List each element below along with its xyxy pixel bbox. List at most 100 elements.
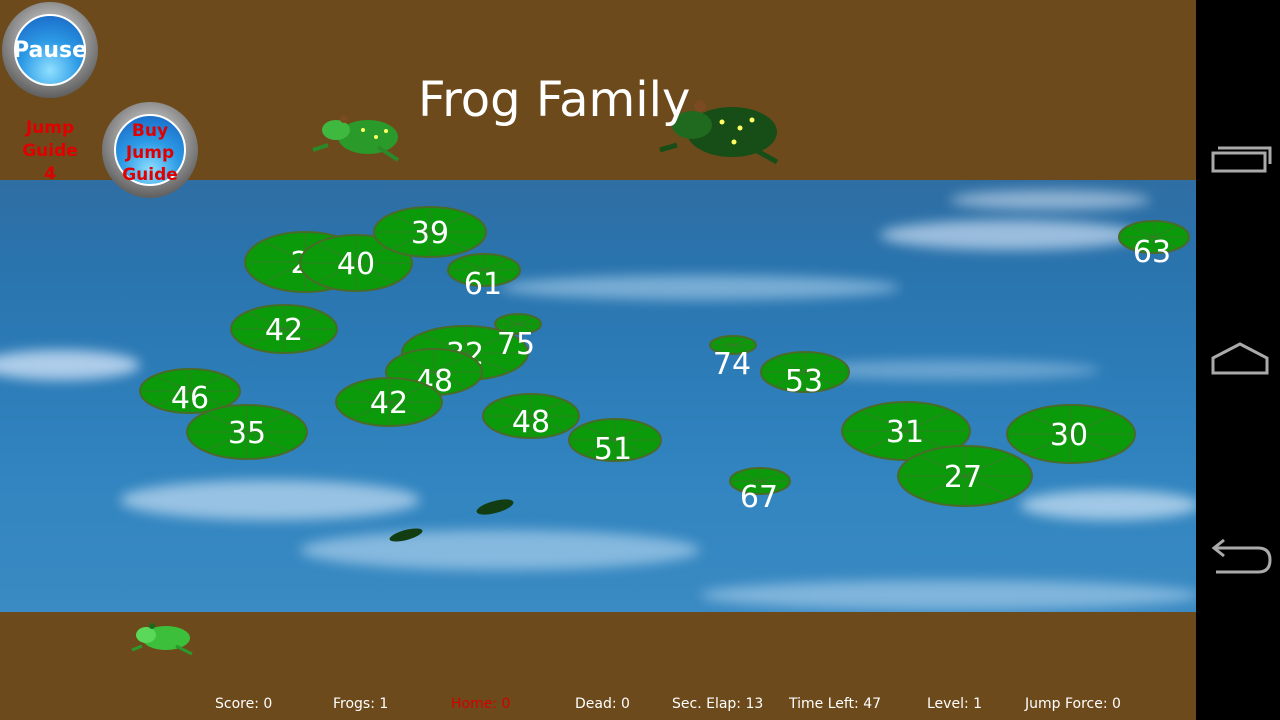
jump-guide-counter: Jump Guide 4 bbox=[20, 117, 80, 186]
lily-pad-number: 39 bbox=[411, 216, 449, 251]
lily-pad-vein bbox=[759, 471, 781, 482]
lily-pad-number: 53 bbox=[785, 364, 823, 399]
lily-pad-vein bbox=[862, 411, 907, 432]
water-streak bbox=[1020, 490, 1196, 520]
lily-pad-vein bbox=[498, 415, 532, 432]
lily-pad-vein bbox=[483, 269, 509, 282]
lily-pad-vein bbox=[189, 390, 224, 407]
lily-pad-vein bbox=[392, 214, 431, 233]
game-area[interactable]: 240396142327548424635485174533130276763 … bbox=[0, 0, 1196, 720]
lily-pad-vein bbox=[206, 431, 248, 451]
lily-pad-vein bbox=[464, 334, 508, 354]
lily-pad-vein bbox=[283, 312, 320, 330]
water-streak bbox=[120, 480, 420, 520]
frog-swimming bbox=[476, 499, 514, 515]
lily-pad[interactable]: 27 bbox=[897, 445, 1033, 507]
lily-pad-vein bbox=[422, 334, 466, 354]
home-icon bbox=[1211, 342, 1269, 375]
lily-pad-vein bbox=[464, 352, 508, 372]
lily-pad-vein bbox=[502, 323, 519, 332]
lily-pad[interactable]: 48 bbox=[482, 393, 580, 440]
jump-force: Jump Force: 0 bbox=[1025, 696, 1121, 712]
back-icon bbox=[1211, 538, 1272, 574]
lily-pad-vein bbox=[964, 475, 1011, 497]
lily-pad[interactable]: 53 bbox=[760, 351, 850, 399]
jump-guide-label: Jump Guide bbox=[22, 118, 78, 161]
lily-pad-number: 67 bbox=[740, 480, 778, 515]
lily-pad-vein bbox=[583, 439, 616, 455]
lily-pad-vein bbox=[1027, 433, 1072, 454]
lily-pad-vein bbox=[583, 425, 616, 441]
lily-pad-number: 46 bbox=[171, 381, 209, 416]
lily-pad-number: 35 bbox=[228, 416, 266, 451]
lily-pad-vein bbox=[732, 338, 749, 346]
lily-pad[interactable]: 75 bbox=[494, 313, 542, 362]
lily-pad-number: 48 bbox=[512, 405, 550, 440]
buy-jump-guide-button[interactable]: Buy Jump Guide bbox=[102, 102, 198, 198]
lily-pad[interactable]: 61 bbox=[447, 253, 521, 302]
lily-pad-vein bbox=[1070, 433, 1115, 454]
lily-pad-vein bbox=[318, 243, 357, 264]
lily-pad[interactable]: 30 bbox=[1006, 404, 1136, 464]
lily-pad-vein bbox=[353, 401, 390, 419]
lily-pad-vein bbox=[1070, 414, 1115, 435]
seconds-elapsed: Sec. Elap: 13 bbox=[672, 696, 764, 712]
lily-pad-vein bbox=[429, 231, 468, 250]
frog-waiting-left bbox=[312, 115, 400, 162]
lily-pad-vein bbox=[905, 411, 950, 432]
lily-pad-number: 42 bbox=[265, 313, 303, 348]
lily-pad[interactable]: 31 bbox=[841, 401, 971, 461]
lily-pad[interactable]: 74 bbox=[709, 335, 757, 382]
water-streak bbox=[800, 360, 1100, 380]
lily-pad-number: 51 bbox=[594, 432, 632, 467]
game-title: Frog Family bbox=[418, 72, 691, 128]
lily-pad-layer: 240396142327548424635485174533130276763 bbox=[139, 206, 1190, 515]
lily-pad-number: 61 bbox=[464, 267, 502, 302]
lily-pad-vein bbox=[1153, 236, 1178, 249]
lily-pad[interactable]: 40 bbox=[299, 234, 413, 292]
time-left: Time Left: 47 bbox=[789, 696, 882, 712]
lily-pad-vein bbox=[964, 455, 1011, 477]
water-streak bbox=[700, 580, 1196, 610]
lily-pad[interactable]: 42 bbox=[335, 377, 443, 427]
pause-button[interactable]: Pause bbox=[2, 2, 98, 98]
jump-guide-count: 4 bbox=[44, 164, 56, 184]
lily-pad[interactable]: 35 bbox=[186, 404, 308, 460]
lily-pad-vein bbox=[804, 371, 835, 386]
recent-apps-button[interactable] bbox=[1196, 120, 1280, 200]
lily-pad-vein bbox=[1130, 236, 1155, 249]
lily-pad-vein bbox=[739, 480, 761, 491]
pause-button-label: Pause bbox=[13, 14, 87, 86]
level: Level: 1 bbox=[927, 696, 983, 712]
lily-pad-vein bbox=[264, 261, 306, 283]
lily-pad-number: 40 bbox=[337, 247, 375, 282]
lily-pad[interactable]: 51 bbox=[568, 418, 662, 467]
lily-pad-vein bbox=[517, 316, 534, 325]
android-nav-bar bbox=[1196, 0, 1280, 720]
lily-pad-number: 75 bbox=[497, 327, 535, 362]
lily-pad-vein bbox=[459, 269, 485, 282]
lily-pad-number: 31 bbox=[886, 415, 924, 450]
lily-pad-vein bbox=[775, 371, 806, 386]
lily-pad[interactable]: 63 bbox=[1118, 220, 1190, 270]
lily-pad[interactable]: 46 bbox=[139, 368, 241, 416]
home-button[interactable] bbox=[1196, 320, 1280, 400]
lily-pad-vein bbox=[401, 356, 435, 373]
water-streak bbox=[0, 350, 140, 380]
lily-pad-number: 42 bbox=[370, 386, 408, 421]
lily-pad-vein bbox=[355, 262, 394, 283]
frog-swimming bbox=[389, 528, 423, 542]
water-streak bbox=[500, 275, 900, 300]
lily-pad[interactable]: 39 bbox=[373, 206, 487, 258]
frog-layer bbox=[131, 100, 779, 656]
frog-player[interactable] bbox=[131, 623, 193, 656]
lily-pad-vein bbox=[530, 415, 564, 432]
frog-waiting-right bbox=[659, 100, 779, 165]
lily-pad[interactable]: 67 bbox=[729, 467, 791, 515]
lily-pad-vein bbox=[614, 425, 647, 441]
lily-pad-vein bbox=[739, 471, 761, 482]
back-button[interactable] bbox=[1196, 518, 1280, 598]
lily-pad-vein bbox=[1130, 225, 1155, 238]
lily-pad-number: 63 bbox=[1133, 235, 1171, 270]
lily-pad[interactable]: 42 bbox=[230, 304, 338, 354]
